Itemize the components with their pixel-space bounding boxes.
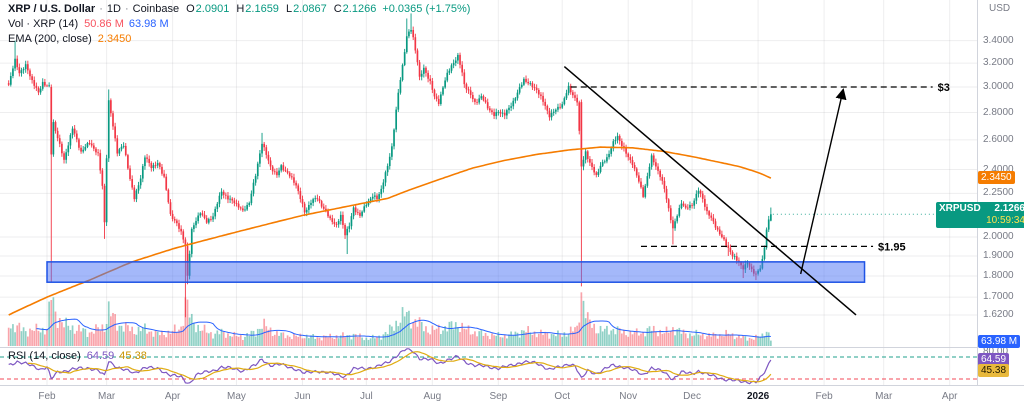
support-zone[interactable] bbox=[46, 261, 866, 283]
volume-ma-line bbox=[36, 318, 771, 338]
main-legend: XRP / U.S. Dollar · 1D · Coinbase O2.0901 H2.1… bbox=[8, 2, 470, 47]
change-value: +0.0365 (+1.75%) bbox=[382, 3, 471, 15]
rsi-band-lines bbox=[0, 356, 977, 380]
svg-text:$1.95: $1.95 bbox=[878, 241, 906, 253]
time-axis[interactable]: Feb Mar Apr May Jun Jul Aug Sep Oct Nov Dec 2026 Feb… bbox=[0, 385, 1024, 407]
price-tick: 2.8000 bbox=[983, 106, 1014, 118]
countdown-timer: 10:59:34 bbox=[986, 215, 1024, 227]
close-value: 2.1266 bbox=[342, 3, 377, 15]
price-tick: 2.0000 bbox=[983, 231, 1014, 242]
price-tick: 2.6000 bbox=[983, 133, 1014, 145]
target-arrow[interactable] bbox=[799, 88, 847, 275]
candlestick-series bbox=[7, 13, 772, 318]
rsi-tick: 80.00 bbox=[983, 345, 1009, 357]
rsi-ma-line bbox=[27, 351, 772, 383]
low-label: L bbox=[285, 3, 293, 15]
separator-dot: · bbox=[99, 3, 103, 15]
volume-value-badge: 63.98 M bbox=[978, 334, 1021, 348]
volume-indicator-label: Vol · XRP (14) bbox=[8, 18, 79, 30]
time-label: Aug bbox=[423, 391, 442, 402]
price-level-3[interactable]: $3 bbox=[570, 82, 950, 94]
interval-label[interactable]: 1D bbox=[106, 3, 121, 15]
open-value: 2.0901 bbox=[195, 3, 230, 15]
svg-text:$3: $3 bbox=[938, 82, 950, 94]
time-label: Dec bbox=[683, 391, 701, 402]
descending-trendline[interactable] bbox=[563, 66, 857, 316]
time-label: Jun bbox=[294, 391, 311, 402]
price-tick: 3.2000 bbox=[983, 57, 1014, 69]
time-label: Mar bbox=[875, 391, 893, 402]
ema-value-badge: 2.3450 bbox=[978, 171, 1015, 185]
price-tick: 1.7000 bbox=[983, 291, 1014, 303]
time-label: 2026 bbox=[746, 391, 770, 402]
symbol-row[interactable]: XRP / U.S. Dollar · 1D · Coinbase O2.0901 H2.1… bbox=[8, 2, 470, 17]
volume-series bbox=[7, 292, 772, 346]
price-badge-symbol: XRPUSD bbox=[939, 203, 981, 215]
low-value: 2.0867 bbox=[293, 3, 327, 15]
time-label: Feb bbox=[38, 391, 56, 402]
time-label: Jul bbox=[359, 391, 373, 402]
price-tick: 1.8000 bbox=[983, 269, 1014, 281]
price-axis[interactable]: 3.4000 3.2000 3.0000 2.8000 2.6000 2.4000 2.25… bbox=[977, 0, 1024, 385]
ema-line bbox=[8, 146, 772, 316]
volume-ma-value: 63.98 M bbox=[128, 18, 169, 30]
time-label: Apr bbox=[164, 391, 181, 402]
volume-value: 50.86 M bbox=[84, 18, 124, 30]
ema-indicator-label: EMA (200, close) bbox=[8, 33, 92, 45]
price-tick: 1.9000 bbox=[983, 249, 1014, 261]
time-label: Apr bbox=[941, 391, 958, 402]
volume-indicator-row[interactable]: Vol · XRP (14) 50.86 M 63.98 M bbox=[8, 17, 470, 32]
ema-indicator-row[interactable]: EMA (200, close) 2.3450 bbox=[8, 32, 470, 47]
time-label: Nov bbox=[619, 391, 638, 402]
open-label: O bbox=[186, 3, 195, 15]
high-label: H bbox=[236, 3, 245, 15]
rsi-indicator-label: RSI (14, close) bbox=[8, 350, 81, 362]
price-tick: 2.4000 bbox=[983, 163, 1014, 175]
rsi-indicator-row[interactable]: RSI (14, close) 64.59 45.38 bbox=[8, 349, 147, 363]
price-tick: 3.4000 bbox=[983, 34, 1014, 46]
high-value: 2.1659 bbox=[245, 3, 279, 15]
rsi-ma-value-badge: 45.38 bbox=[978, 364, 1010, 378]
rsi-ma-value: 45.38 bbox=[119, 350, 147, 362]
price-level-195[interactable]: $1.95 bbox=[640, 241, 906, 253]
price-badge-value: 2.1266 bbox=[994, 203, 1024, 215]
currency-label: USD bbox=[989, 3, 1011, 14]
time-label: Sep bbox=[489, 391, 508, 402]
time-label: Mar bbox=[97, 391, 116, 402]
price-tick: 3.0000 bbox=[983, 80, 1014, 92]
ema-value: 2.3450 bbox=[97, 33, 132, 45]
separator-dot: · bbox=[124, 3, 129, 15]
rsi-value-badge: 64.59 bbox=[978, 353, 1010, 367]
symbol-title[interactable]: XRP / U.S. Dollar bbox=[8, 3, 96, 15]
time-label: Feb bbox=[815, 391, 833, 402]
price-tick: 2.2500 bbox=[983, 187, 1014, 199]
rsi-line bbox=[8, 348, 772, 385]
exchange-label: Coinbase bbox=[132, 3, 180, 15]
close-label: C bbox=[333, 3, 342, 15]
price-tick: 1.6200 bbox=[983, 308, 1014, 320]
grid bbox=[0, 0, 977, 385]
time-label: May bbox=[227, 391, 246, 402]
last-price-badge: XRPUSD 2.1266 10:59:34 bbox=[936, 202, 1024, 229]
time-label: Oct bbox=[554, 391, 570, 402]
rsi-value: 64.59 bbox=[86, 350, 115, 362]
